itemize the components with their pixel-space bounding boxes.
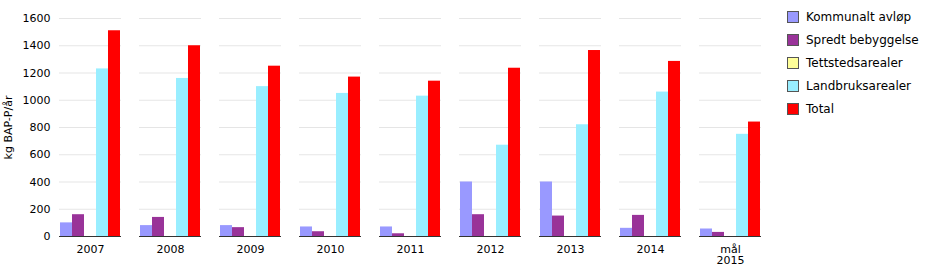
- svg-text:2012: 2012: [477, 243, 505, 256]
- svg-text:1400: 1400: [23, 39, 51, 52]
- svg-text:2011: 2011: [397, 243, 425, 256]
- html-text:Kommunalt avløp: Kommunalt avløp: [806, 10, 912, 24]
- html-text:Landbruksarealer: Landbruksarealer: [806, 79, 911, 93]
- svg-text:kg BAP-P/år: kg BAP-P/år: [2, 95, 15, 159]
- svg-text:1000: 1000: [23, 94, 51, 107]
- svg-text:600: 600: [30, 148, 51, 161]
- svg-text:2008: 2008: [157, 243, 185, 256]
- svg-text:200: 200: [30, 203, 51, 216]
- svg-text:2009: 2009: [237, 243, 265, 256]
- svg-text:800: 800: [30, 121, 51, 134]
- svg-text:2013: 2013: [557, 243, 585, 256]
- svg-text:2010: 2010: [317, 243, 345, 256]
- svg-text:2007: 2007: [77, 243, 105, 256]
- html-text:Total: Total: [806, 102, 834, 116]
- html-text:Spredt bebyggelse: Spredt bebyggelse: [806, 33, 919, 47]
- svg-text:1200: 1200: [23, 67, 51, 80]
- svg-text:400: 400: [30, 176, 51, 189]
- svg-text:mål2015: mål2015: [717, 243, 745, 267]
- svg-text:2014: 2014: [637, 243, 665, 256]
- svg-text:1600: 1600: [23, 12, 51, 25]
- html-text:Tettstedsarealer: Tettstedsarealer: [806, 56, 903, 70]
- svg-text:0: 0: [44, 230, 51, 243]
